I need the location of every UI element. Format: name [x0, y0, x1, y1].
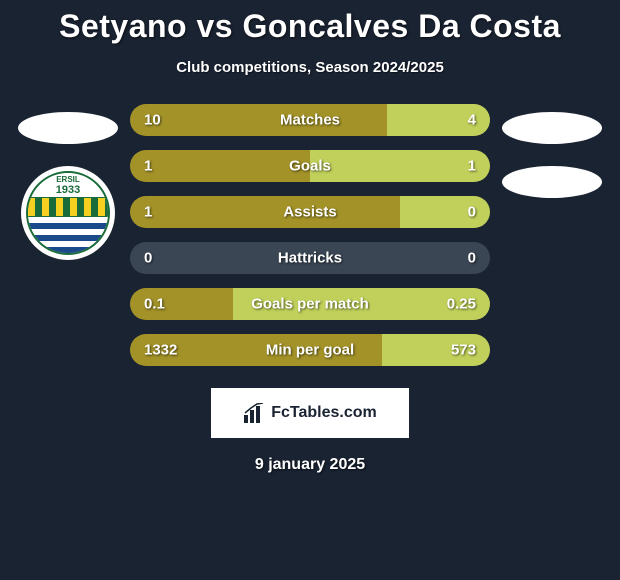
- watermark-badge: FcTables.com: [211, 388, 409, 438]
- stat-bar: 1332 573 Min per goal: [130, 334, 490, 366]
- stat-left-value: 1: [144, 158, 152, 175]
- stat-left-value: 0.1: [144, 296, 165, 313]
- left-player-column: ERSIL 1933: [18, 104, 118, 260]
- watermark-label: FcTables.com: [271, 404, 377, 422]
- left-club-crest: ERSIL 1933: [21, 166, 115, 260]
- stat-label: Assists: [283, 204, 336, 221]
- crest-top-text: ERSIL 1933: [28, 173, 108, 197]
- compare-area: ERSIL 1933 104Matches11Goals10Assists00H…: [0, 104, 620, 366]
- stat-left-value: 10: [144, 112, 161, 129]
- comparison-infographic: Setyano vs Goncalves Da Costa Club compe…: [0, 0, 620, 474]
- stat-bar: 0 0 Hattricks: [130, 242, 490, 274]
- stat-bar-right-segment: [310, 150, 490, 182]
- stat-bar-left-segment: [130, 196, 400, 228]
- stat-right-value: 0: [468, 250, 476, 267]
- right-player-placeholder: [502, 112, 602, 144]
- stat-right-value: 0: [468, 204, 476, 221]
- stat-bars: 104Matches11Goals10Assists00Hattricks0.1…: [130, 104, 490, 366]
- stat-label: Min per goal: [266, 342, 354, 359]
- footer-date: 9 january 2025: [0, 456, 620, 474]
- crest-name: ERSIL: [28, 175, 108, 184]
- stat-left-value: 1332: [144, 342, 177, 359]
- right-club-placeholder: [502, 166, 602, 198]
- stat-right-value: 1: [468, 158, 476, 175]
- stat-bar: 0.1 0.25 Goals per match: [130, 288, 490, 320]
- stat-bar-right-segment: [400, 196, 490, 228]
- stat-bar: 10 4 Matches: [130, 104, 490, 136]
- left-player-placeholder: [18, 112, 118, 144]
- stat-bar-left-segment: [130, 104, 387, 136]
- crest-stripes: [28, 197, 108, 217]
- stat-right-value: 0.25: [447, 296, 476, 313]
- stat-left-value: 1: [144, 204, 152, 221]
- stat-label: Goals: [289, 158, 331, 175]
- stat-bar: 1 0 Assists: [130, 196, 490, 228]
- stat-right-value: 573: [451, 342, 476, 359]
- crest-waves: [28, 217, 108, 253]
- stat-label: Goals per match: [251, 296, 369, 313]
- stat-bar: 1 1 Goals: [130, 150, 490, 182]
- right-player-column: [502, 104, 602, 220]
- page-subtitle: Club competitions, Season 2024/2025: [0, 59, 620, 76]
- stat-label: Matches: [280, 112, 340, 129]
- stat-left-value: 0: [144, 250, 152, 267]
- stat-bar-left-segment: [130, 150, 310, 182]
- crest-inner: ERSIL 1933: [26, 171, 110, 255]
- crest-year: 1933: [28, 184, 108, 196]
- page-title: Setyano vs Goncalves Da Costa: [0, 8, 620, 45]
- stat-label: Hattricks: [278, 250, 342, 267]
- chart-icon: [243, 403, 265, 423]
- stat-right-value: 4: [468, 112, 476, 129]
